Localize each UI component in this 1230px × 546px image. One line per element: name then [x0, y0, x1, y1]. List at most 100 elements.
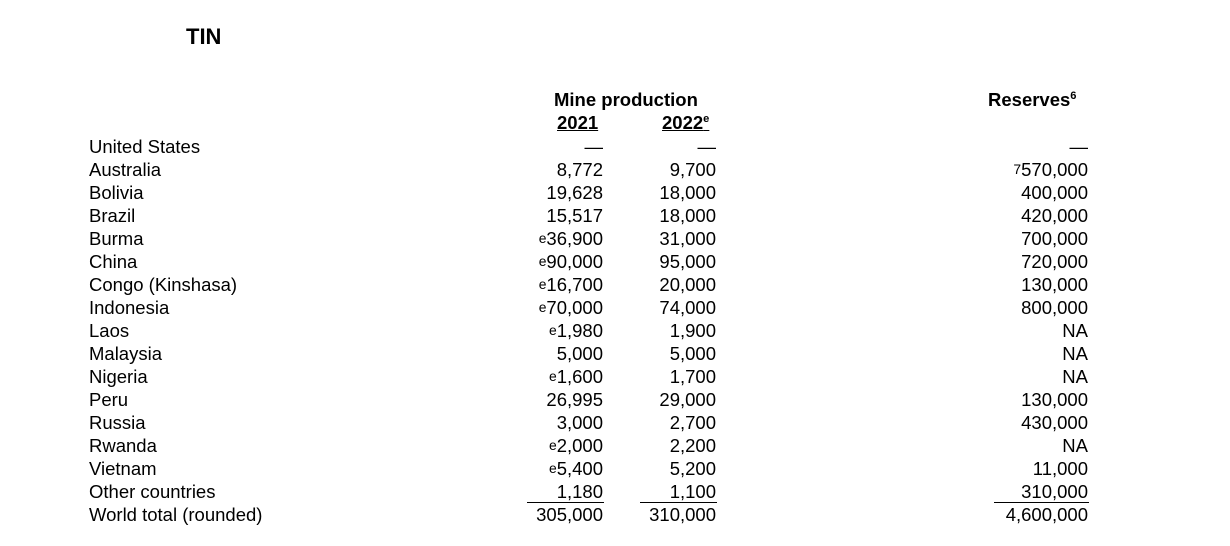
production-2021-value: 1,600 — [556, 366, 603, 387]
country-cell: Brazil — [89, 205, 136, 226]
reserves-value: NA — [1062, 435, 1088, 456]
country-cell: Malaysia — [89, 343, 162, 364]
table-row: World total (rounded) 305,000 310,000 4,600… — [0, 503, 1230, 526]
country-cell: World total (rounded) — [89, 504, 263, 525]
total-rule — [527, 502, 604, 503]
country-cell: Russia — [89, 412, 146, 433]
table-row: Rwanda e2,000 2,200 NA — [0, 434, 1230, 457]
reserves-value: 310,000 — [1021, 481, 1088, 502]
country-cell: Laos — [89, 320, 130, 341]
reserves-value: NA — [1062, 320, 1088, 341]
reserves-value: NA — [1062, 343, 1088, 364]
reserves-value: 130,000 — [1021, 389, 1088, 410]
production-2021-value: 3,000 — [556, 412, 603, 433]
production-2021-cell: e1,600 — [549, 365, 603, 388]
country-cell: Rwanda — [89, 435, 157, 456]
reserves-value: 4,600,000 — [1005, 504, 1088, 525]
production-2022-cell: 2,700 — [669, 412, 716, 433]
reserves-cell: 130,000 — [1021, 388, 1088, 411]
production-2022-cell: 18,000 — [659, 182, 716, 203]
production-2021-value: 70,000 — [546, 297, 603, 318]
footnote-marker: 7 — [1013, 161, 1022, 177]
table-row: Indonesia e70,000 74,000 800,000 — [0, 296, 1230, 319]
production-2021-cell: e5,400 — [549, 457, 603, 480]
production-2021-value: 305,000 — [536, 504, 603, 525]
reserves-cell: NA — [1062, 319, 1088, 342]
production-2022-cell: 74,000 — [659, 297, 716, 318]
country-cell: Other countries — [89, 481, 216, 502]
reserves-cell: 800,000 — [1021, 296, 1088, 319]
table-row: Vietnam e5,400 5,200 11,000 — [0, 457, 1230, 480]
estimate-marker: e — [548, 322, 557, 338]
estimate-marker: e — [548, 368, 557, 384]
reserves-value: 11,000 — [1032, 458, 1088, 479]
country-cell: Peru — [89, 389, 129, 410]
production-2022-cell: 2,200 — [669, 435, 716, 456]
table-row: Congo (Kinshasa) e16,700 20,000 130,000 — [0, 273, 1230, 296]
table-row: Russia 3,000 2,700 430,000 — [0, 411, 1230, 434]
estimate-marker: e — [538, 299, 547, 315]
reserves-note-marker: 6 — [1070, 89, 1077, 102]
production-2021-cell: 19,628 — [546, 181, 603, 204]
production-2021-cell: 1,180 — [557, 480, 603, 503]
country-cell: United States — [89, 136, 201, 157]
reserves-cell: 11,000 — [1033, 457, 1088, 480]
table-row: Nigeria e1,600 1,700 NA — [0, 365, 1230, 388]
production-2021-cell: 15,517 — [546, 204, 603, 227]
production-2022-cell: 310,000 — [649, 504, 716, 525]
reserves-cell: NA — [1062, 342, 1088, 365]
reserves-cell: 430,000 — [1021, 411, 1088, 434]
production-2021-value: 26,995 — [546, 389, 603, 410]
production-2022-cell: 9,700 — [669, 159, 716, 180]
production-2021-cell: e36,900 — [539, 227, 603, 250]
production-2021-value: — — [584, 136, 604, 157]
production-2021-cell: 3,000 — [557, 411, 603, 434]
reserves-cell: — — [1070, 135, 1089, 158]
production-2021-value: 5,400 — [556, 458, 603, 479]
production-2021-value: 90,000 — [546, 251, 603, 272]
production-2022-cell: — — [697, 136, 717, 157]
production-2022-cell: 1,100 — [669, 481, 716, 502]
production-2021-cell: e90,000 — [539, 250, 603, 273]
production-2021-value: 2,000 — [556, 435, 603, 456]
table-row: China e90,000 95,000 720,000 — [0, 250, 1230, 273]
table-row: Bolivia 19,628 18,000 400,000 — [0, 181, 1230, 204]
production-2021-value: 15,517 — [546, 205, 603, 226]
reserves-value: 130,000 — [1021, 274, 1088, 295]
production-2022-cell: 20,000 — [659, 274, 716, 295]
country-cell: Congo (Kinshasa) — [89, 274, 238, 295]
year-2022-header: 2022e — [662, 111, 709, 135]
production-2021-cell: 26,995 — [546, 388, 603, 411]
reserves-cell: 4,600,000 — [1006, 503, 1088, 526]
reserves-cell: NA — [1062, 365, 1088, 388]
country-cell: Indonesia — [89, 297, 170, 318]
total-rule — [640, 502, 717, 503]
table-row: Other countries 1,180 1,100 310,000 — [0, 480, 1230, 503]
production-2022-cell: 1,900 — [669, 320, 716, 341]
estimate-note-marker: e — [703, 112, 710, 125]
production-2022-cell: 31,000 — [659, 228, 716, 249]
reserves-value: NA — [1062, 366, 1088, 387]
estimate-marker: e — [548, 437, 557, 453]
total-rule — [994, 502, 1089, 503]
estimate-marker: e — [538, 276, 547, 292]
page-title: TIN — [186, 24, 222, 49]
reserves-cell: 420,000 — [1021, 204, 1088, 227]
reserves-value: 430,000 — [1021, 412, 1088, 433]
tin-table: United States — — — Australia 8,772 9,700 7570,… — [0, 135, 1230, 526]
country-cell: Nigeria — [89, 366, 148, 387]
production-2021-cell: 305,000 — [536, 503, 603, 526]
year-2022-label: 2022 — [662, 112, 704, 133]
production-2022-cell: 5,000 — [669, 343, 716, 364]
reserves-cell: 700,000 — [1021, 227, 1088, 250]
reserves-value: — — [1069, 136, 1089, 157]
production-2021-value: 16,700 — [546, 274, 603, 295]
table-row: United States — — — — [0, 135, 1230, 158]
table-row: Laos e1,980 1,900 NA — [0, 319, 1230, 342]
production-2021-cell: e16,700 — [539, 273, 603, 296]
estimate-marker: e — [548, 460, 557, 476]
production-2021-value: 1,980 — [556, 320, 603, 341]
production-2021-value: 36,900 — [546, 228, 603, 249]
production-2022-cell: 1,700 — [669, 366, 716, 387]
production-2022-cell: 95,000 — [659, 251, 716, 272]
